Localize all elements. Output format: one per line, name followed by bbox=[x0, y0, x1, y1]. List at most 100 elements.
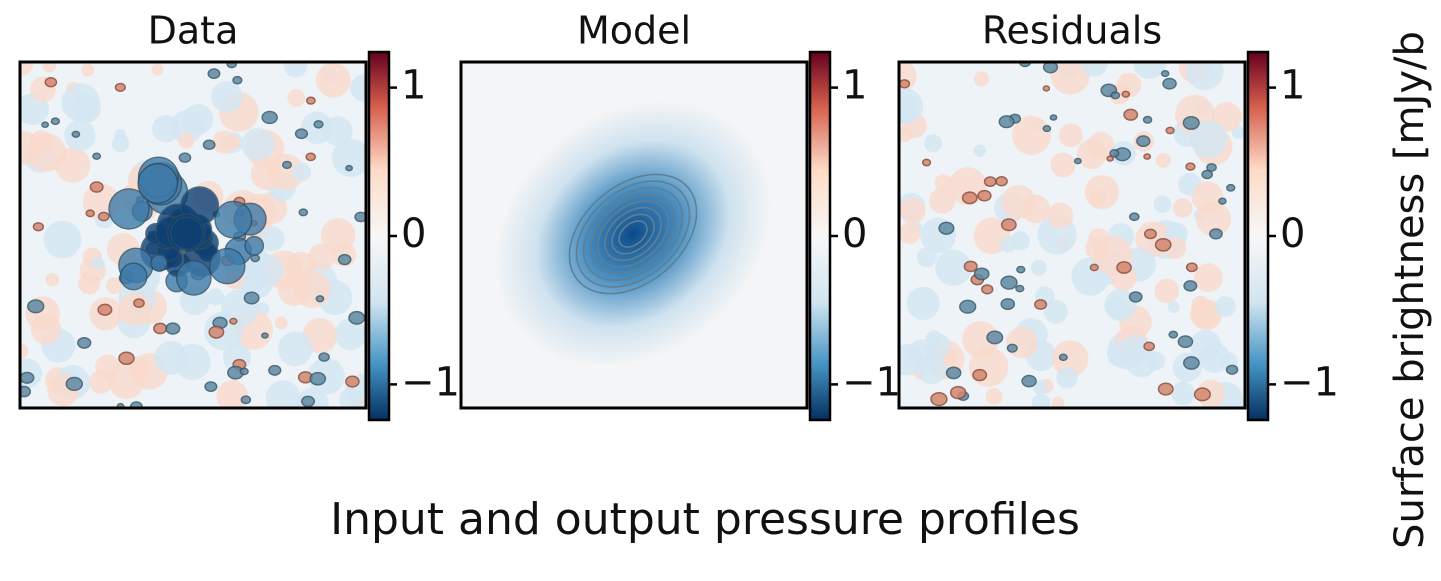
noise-patch bbox=[20, 343, 29, 359]
noise-contour bbox=[977, 189, 992, 202]
noise-contour bbox=[97, 211, 110, 222]
panel-frame bbox=[459, 60, 809, 410]
noise-contour bbox=[268, 364, 282, 376]
noise-patch bbox=[1125, 344, 1158, 378]
noise-contour bbox=[85, 209, 95, 218]
noise-patch bbox=[1043, 299, 1068, 324]
noise-contour bbox=[345, 375, 360, 388]
noise-patch bbox=[250, 158, 283, 190]
noise-patch bbox=[265, 380, 301, 408]
noise-contour bbox=[1185, 262, 1198, 273]
noise-patch bbox=[241, 127, 275, 161]
noise-patch bbox=[1047, 202, 1074, 229]
noise-contour bbox=[20, 371, 35, 384]
source-blob bbox=[244, 235, 265, 256]
noise-contour bbox=[986, 330, 1004, 345]
noise-contour bbox=[298, 208, 309, 217]
noise-patch bbox=[206, 288, 225, 306]
noise-contour bbox=[1183, 280, 1198, 292]
noise-patch bbox=[287, 89, 306, 107]
noise-patch bbox=[259, 226, 285, 252]
noise-contour bbox=[20, 385, 32, 398]
noise-contour bbox=[945, 366, 962, 380]
noise-patch bbox=[1051, 340, 1089, 377]
noise-patch bbox=[91, 256, 105, 270]
source-blob bbox=[170, 216, 204, 251]
contour bbox=[604, 206, 662, 262]
noise-contour bbox=[41, 121, 50, 129]
noise-contour bbox=[71, 130, 81, 138]
noise-patch bbox=[1238, 399, 1245, 408]
noise-patch bbox=[169, 109, 204, 144]
noise-patch bbox=[1006, 326, 1038, 359]
noise-contour bbox=[1006, 343, 1018, 353]
noise-contour bbox=[1209, 228, 1223, 240]
panel-title: Data bbox=[148, 9, 239, 53]
noise-contour bbox=[963, 260, 978, 273]
contour bbox=[582, 186, 684, 282]
colorbar-tick-label: 1 bbox=[842, 63, 867, 109]
noise-contour bbox=[207, 68, 221, 80]
colorbar-tick-label: 0 bbox=[1280, 211, 1305, 257]
noise-contour bbox=[1042, 62, 1059, 74]
noise-patch bbox=[906, 286, 940, 320]
colorbar-tick-label: 1 bbox=[401, 63, 426, 109]
noise-patch bbox=[284, 62, 308, 78]
colorbar-tick-label: −1 bbox=[1280, 359, 1339, 405]
noise-patch bbox=[42, 62, 57, 73]
image-panel bbox=[461, 62, 807, 408]
noise-contour bbox=[961, 191, 978, 205]
noise-contour bbox=[998, 115, 1015, 129]
colorbar-tick-label: −1 bbox=[842, 359, 901, 405]
noise-patch bbox=[1191, 181, 1224, 214]
noise-patch bbox=[1011, 115, 1052, 155]
noise-patch bbox=[1032, 380, 1048, 395]
noise-patch bbox=[917, 354, 947, 385]
noise-patch bbox=[1190, 120, 1228, 158]
noise-contour bbox=[1016, 265, 1026, 274]
noise-contour bbox=[204, 381, 218, 393]
noise-contour bbox=[1185, 162, 1196, 171]
noise-patch bbox=[277, 331, 313, 367]
noise-contour bbox=[315, 295, 325, 303]
panel-frame bbox=[897, 60, 1247, 410]
image-panel bbox=[20, 62, 366, 408]
noise-patch bbox=[1058, 123, 1083, 148]
noise-contour bbox=[65, 376, 84, 392]
noise-contour bbox=[153, 322, 168, 335]
noise-patch bbox=[899, 222, 921, 244]
noise-contour bbox=[1160, 69, 1170, 78]
noise-contour bbox=[133, 298, 145, 308]
noise-patch bbox=[216, 380, 249, 408]
noise-patch bbox=[43, 220, 82, 259]
contour bbox=[618, 220, 648, 248]
noise-patch bbox=[1105, 296, 1129, 319]
noise-contour bbox=[1049, 114, 1058, 121]
noise-patch bbox=[973, 144, 987, 158]
noise-patch bbox=[968, 347, 1009, 387]
contour bbox=[575, 180, 691, 288]
noise-patch bbox=[1167, 301, 1180, 314]
noise-contour bbox=[1165, 126, 1175, 135]
panel-title: Model bbox=[577, 9, 691, 53]
noise-contour bbox=[309, 371, 327, 386]
noise-patch bbox=[350, 74, 366, 102]
noise-contour bbox=[1128, 291, 1143, 303]
noise-patch bbox=[118, 292, 152, 326]
colorbar-label: Surface brightness [mJy/b bbox=[1387, 31, 1433, 549]
panel-title: Residuals bbox=[982, 9, 1162, 53]
noise-contour bbox=[354, 211, 366, 223]
noise-patch bbox=[315, 62, 351, 98]
noise-contour bbox=[995, 176, 1008, 187]
noise-patch bbox=[1155, 152, 1171, 168]
noise-contour bbox=[50, 117, 61, 126]
noise-contour bbox=[938, 221, 955, 235]
noise-contour bbox=[1162, 77, 1177, 90]
noise-patch bbox=[1194, 263, 1223, 293]
noise-contour bbox=[250, 254, 261, 263]
noise-patch bbox=[331, 138, 366, 178]
noise-contour bbox=[345, 164, 353, 172]
contour bbox=[611, 213, 655, 255]
source-blob bbox=[175, 260, 212, 296]
